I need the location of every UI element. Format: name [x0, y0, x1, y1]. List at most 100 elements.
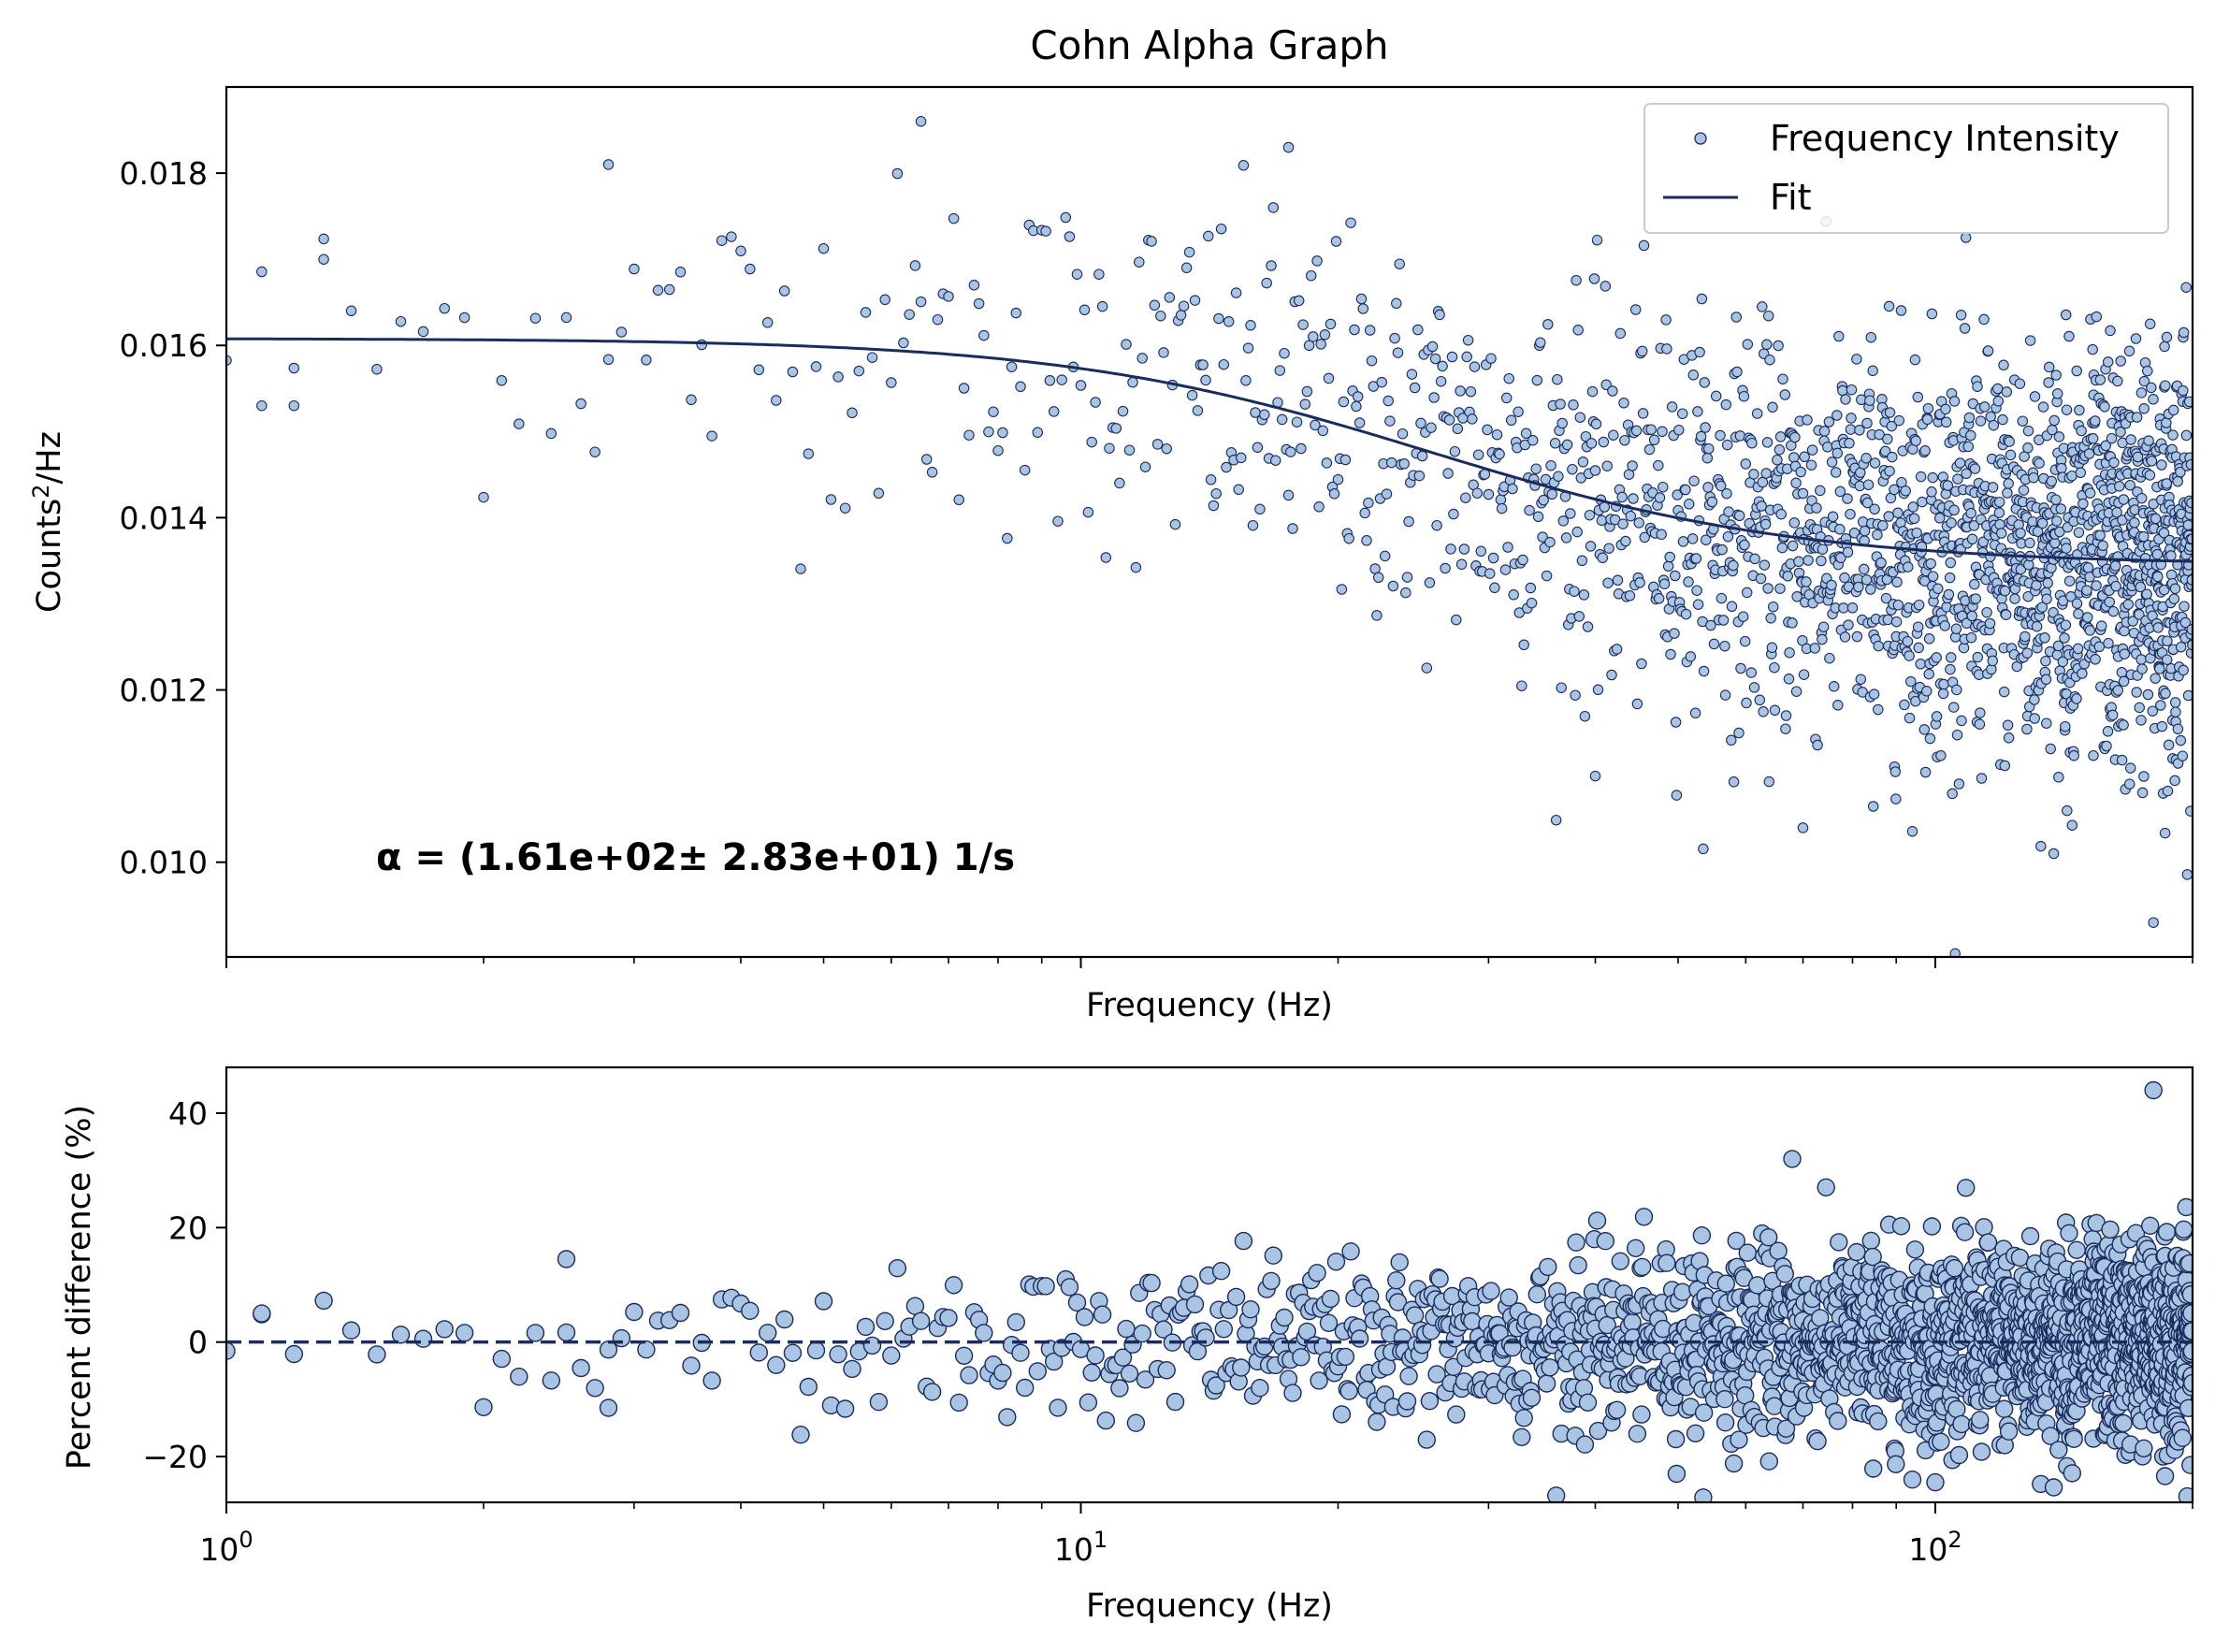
data-point [1426, 422, 1437, 433]
bottom-x-axis-label: Frequency (Hz) [1086, 1587, 1333, 1625]
data-point [1496, 502, 1508, 514]
data-point [2005, 449, 2017, 461]
residual-point [1028, 1362, 1048, 1381]
data-point [1517, 554, 1528, 566]
data-point [1361, 535, 1372, 546]
data-point [1828, 681, 1840, 692]
data-point [1606, 669, 1617, 681]
data-point [1797, 487, 1809, 500]
residual-point [856, 1317, 876, 1337]
data-point [1745, 667, 1758, 678]
data-point [1071, 268, 1083, 280]
y-tick-label: 40 [168, 1095, 208, 1132]
data-point [1692, 406, 1703, 417]
y-tick-label: −20 [142, 1439, 208, 1475]
data-point [1520, 427, 1532, 440]
data-point [2040, 655, 2051, 667]
residual-point [749, 1343, 768, 1362]
data-point [2055, 503, 2067, 514]
data-point [1799, 451, 1810, 463]
data-point [1927, 471, 1938, 484]
data-point [1608, 429, 1619, 441]
data-point [1638, 239, 1650, 252]
residual-point [1949, 1445, 1969, 1465]
residual-point [368, 1345, 386, 1364]
data-point [1846, 413, 1857, 424]
data-point [496, 375, 508, 386]
residual-point [1955, 1223, 1975, 1241]
y-tick-label: 20 [168, 1210, 208, 1246]
data-point [1332, 473, 1344, 485]
data-point [1060, 211, 1072, 224]
data-point [2091, 311, 2103, 323]
data-point [1802, 555, 1814, 566]
data-point [1762, 310, 1774, 322]
data-point [1873, 640, 1884, 652]
data-point [1853, 581, 1864, 593]
residual-point [1861, 1231, 1881, 1251]
residual-point [1232, 1358, 1251, 1377]
data-point [1715, 480, 1727, 492]
data-point [1769, 661, 1780, 674]
data-point [2116, 667, 2128, 678]
residual-point [1694, 1403, 1714, 1422]
data-point [1733, 510, 1745, 522]
data-point [2076, 425, 2087, 437]
data-point [1788, 452, 1800, 463]
data-point [1947, 788, 1958, 800]
data-point [1757, 476, 1769, 488]
data-point [968, 280, 980, 291]
data-point [1749, 553, 1760, 565]
data-point [1816, 555, 1827, 567]
data-point [1798, 669, 1810, 680]
residual-point [226, 1341, 236, 1360]
data-point [1717, 615, 1730, 626]
data-point [2002, 487, 2013, 499]
residual-point [1575, 1435, 1595, 1454]
data-point [1629, 304, 1642, 315]
data-point [1969, 463, 1981, 474]
data-point [1127, 376, 1138, 388]
data-point [803, 448, 815, 459]
data-point [1354, 417, 1366, 428]
data-point [602, 354, 615, 366]
residual-point [2010, 1248, 2030, 1268]
bottom-x-ticks: 100 101 102 [199, 1502, 2193, 1568]
data-point [1950, 623, 1962, 635]
data-point [1944, 572, 1956, 584]
residual-point [1350, 1329, 1369, 1348]
data-point [478, 491, 489, 503]
residual-point [1738, 1243, 1758, 1262]
data-point [1701, 534, 1712, 545]
data-point [1254, 503, 1266, 515]
data-point [2134, 609, 2145, 620]
residual-point [557, 1250, 576, 1268]
data-point [1889, 484, 1900, 496]
residual-point [1724, 1454, 1744, 1473]
data-point [1737, 611, 1749, 622]
data-point [1371, 610, 1383, 621]
data-point [1677, 536, 1689, 547]
data-point [1355, 293, 1368, 305]
data-point [2057, 656, 2069, 668]
data-point [1822, 442, 1833, 453]
data-point [2144, 318, 2156, 330]
data-point [1695, 430, 1707, 442]
data-point [1376, 376, 1387, 388]
residual-point [1262, 1271, 1281, 1291]
residual-point [542, 1371, 560, 1390]
data-point [1883, 511, 1894, 522]
data-point [2180, 282, 2192, 293]
data-point [1391, 297, 1402, 310]
data-point [2136, 787, 2149, 799]
data-point [1311, 255, 1323, 267]
data-point [2051, 515, 2063, 527]
data-point [1483, 488, 1495, 500]
data-point [1919, 445, 1931, 456]
data-point [810, 361, 822, 372]
data-point [2135, 715, 2147, 726]
residual-point [1082, 1363, 1101, 1383]
data-point [2049, 414, 2060, 427]
data-point [2071, 365, 2082, 377]
